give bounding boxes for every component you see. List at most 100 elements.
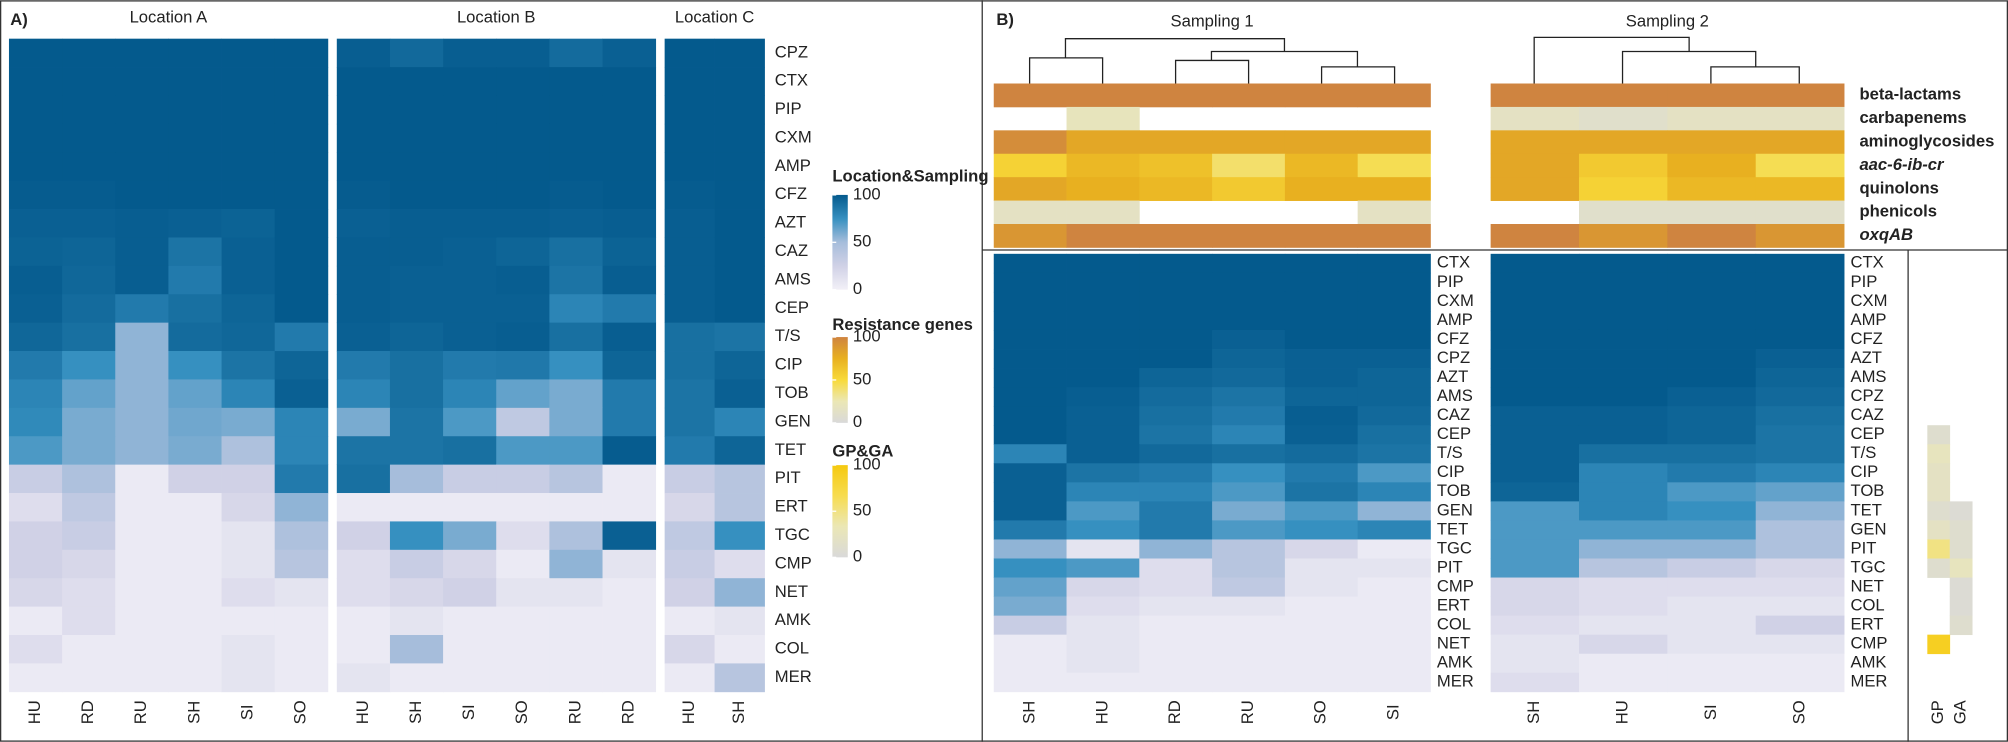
heatmap-cell — [549, 663, 603, 693]
heatmap-cell — [221, 180, 276, 210]
heatmap-cell — [1578, 444, 1668, 464]
heatmap-cell — [664, 351, 715, 380]
heatmap-cell — [602, 351, 657, 380]
column-label: SH — [1020, 701, 1039, 724]
heatmap-cell — [8, 180, 63, 210]
heatmap-cell — [62, 180, 116, 210]
heatmap-cell — [389, 351, 444, 380]
heatmap-cell — [1139, 482, 1213, 502]
heatmap-cell — [168, 209, 222, 238]
heatmap-cell — [221, 606, 276, 636]
column-label: HU — [1613, 700, 1632, 724]
heatmap-cell — [62, 209, 116, 238]
heatmap-cell — [1284, 349, 1359, 369]
heatmap-cell — [1755, 200, 1845, 225]
heatmap-cell — [1212, 482, 1286, 502]
row-label: CPZ — [1437, 348, 1470, 367]
heatmap-cell — [1490, 596, 1580, 617]
heatmap-cell — [1667, 672, 1757, 693]
heatmap-cell — [1578, 329, 1668, 350]
heatmap-cell — [993, 596, 1067, 617]
heatmap-cell — [115, 635, 169, 664]
heatmap-cell — [168, 123, 222, 153]
heatmap-cell — [168, 549, 222, 579]
heatmap-cell — [443, 379, 497, 409]
heatmap-cell — [274, 237, 329, 267]
heatmap-cell — [549, 407, 603, 437]
heatmap-cell — [1490, 153, 1580, 178]
heatmap-cell — [602, 663, 657, 693]
heatmap-cell — [8, 436, 63, 466]
heatmap-cell — [602, 464, 657, 494]
heatmap-cell — [1755, 349, 1845, 369]
heatmap-cell — [1212, 253, 1286, 274]
heatmap-cell — [443, 407, 497, 437]
heatmap-cell — [1755, 329, 1845, 350]
row-label: CEP — [1437, 424, 1471, 443]
heatmap-cell — [1667, 558, 1757, 578]
heatmap-cell — [1212, 634, 1286, 655]
heatmap-cell — [8, 67, 63, 96]
row-label: MER — [1437, 672, 1474, 691]
panel-label: B) — [996, 10, 1014, 29]
heatmap-cell — [389, 95, 444, 125]
heatmap-cell — [168, 322, 222, 352]
heatmap-cell — [1578, 153, 1668, 178]
heatmap-cell — [168, 152, 222, 182]
heatmap-cell — [336, 180, 391, 210]
heatmap-cell — [168, 407, 222, 437]
colorbar-tick-label: 0 — [853, 279, 862, 298]
heatmap-cell — [714, 663, 765, 693]
row-label: CIP — [1437, 462, 1465, 481]
column-label: HU — [679, 700, 698, 724]
heatmap-cell — [1357, 672, 1431, 693]
row-label: TET — [775, 440, 806, 459]
heatmap-cell — [1490, 406, 1580, 426]
heatmap-cell — [1139, 463, 1213, 483]
row-label: AZT — [1437, 367, 1468, 386]
heatmap-cell — [1284, 177, 1359, 201]
heatmap-cell — [1066, 106, 1140, 131]
heatmap-cell — [1490, 444, 1580, 464]
heatmap-cell — [496, 322, 550, 352]
heatmap-cell — [8, 209, 63, 238]
heatmap-cell — [1578, 596, 1668, 617]
heatmap-cell — [1284, 368, 1359, 388]
column-label: GA — [1950, 699, 1969, 724]
heatmap-cell — [1139, 153, 1213, 178]
heatmap-cell — [1357, 83, 1431, 108]
heatmap-cell — [1139, 672, 1213, 693]
heatmap-cell — [1578, 83, 1668, 108]
heatmap-cell — [496, 578, 550, 607]
heatmap-cell — [168, 663, 222, 693]
heatmap-cell — [336, 578, 391, 607]
heatmap-cell — [993, 387, 1067, 407]
heatmap-cell — [389, 493, 444, 522]
heatmap-cell — [221, 322, 276, 352]
heatmap-cell — [602, 38, 657, 68]
heatmap-cell — [1212, 83, 1286, 108]
heatmap-cell — [1212, 577, 1286, 597]
heatmap-cell — [1578, 291, 1668, 312]
heatmap-cell — [1139, 444, 1213, 464]
heatmap-cell — [1066, 200, 1140, 225]
heatmap-cell — [1212, 425, 1286, 445]
heatmap-cell — [1927, 463, 1951, 483]
heatmap-cell — [1357, 368, 1431, 388]
heatmap-cell — [115, 123, 169, 153]
heatmap-cell — [1490, 253, 1580, 274]
heatmap-cell — [1357, 520, 1431, 540]
heatmap-cell — [1755, 653, 1845, 674]
heatmap-cell — [1490, 672, 1580, 693]
heatmap-cell — [1066, 482, 1140, 502]
row-label: PIT — [1437, 557, 1463, 576]
heatmap-cell — [1490, 83, 1580, 108]
heatmap-cell — [549, 493, 603, 522]
heatmap-cell — [1949, 539, 1973, 559]
heatmap-cell — [168, 379, 222, 409]
heatmap-cell — [336, 493, 391, 522]
heatmap-cell — [8, 322, 63, 352]
heatmap-cell — [664, 521, 715, 551]
heatmap-cell — [1284, 463, 1359, 483]
heatmap-cell — [274, 180, 329, 210]
